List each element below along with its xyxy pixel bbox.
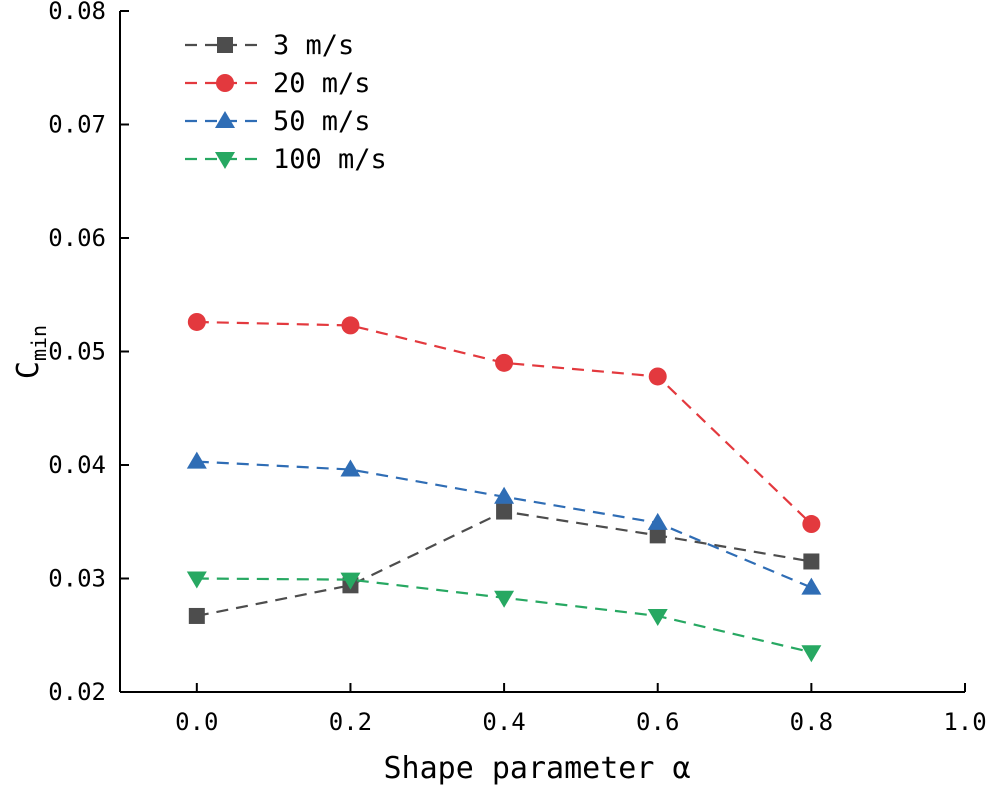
series-layer bbox=[186, 312, 822, 663]
data-point bbox=[647, 608, 668, 626]
y-axis-title-main: C bbox=[11, 361, 46, 379]
legend-item: 3 m/s bbox=[185, 30, 354, 61]
legend-label: 20 m/s bbox=[273, 68, 371, 99]
data-point bbox=[496, 503, 513, 520]
x-tick-label: 0.4 bbox=[482, 708, 525, 736]
y-tick-label: 0.05 bbox=[48, 338, 106, 366]
x-tick-label: 0.8 bbox=[790, 708, 833, 736]
data-point bbox=[186, 451, 207, 469]
legend-marker bbox=[217, 37, 233, 53]
x-tick-label: 0.2 bbox=[329, 708, 372, 736]
series-2 bbox=[186, 451, 822, 595]
series-line bbox=[196, 577, 812, 654]
legend-label: 3 m/s bbox=[273, 30, 354, 61]
data-point bbox=[340, 572, 361, 590]
data-point bbox=[649, 527, 666, 544]
legend-marker bbox=[215, 111, 235, 128]
series-line bbox=[196, 460, 812, 589]
data-point bbox=[801, 645, 822, 663]
series-3 bbox=[186, 571, 822, 663]
x-tick-label: 1.0 bbox=[943, 708, 986, 736]
data-point bbox=[188, 607, 205, 624]
legend-label: 50 m/s bbox=[273, 106, 371, 137]
y-tick-label: 0.08 bbox=[48, 0, 106, 25]
y-tick-label: 0.07 bbox=[48, 111, 106, 139]
y-axis-title: Cmin bbox=[11, 325, 51, 379]
x-axis-title: Shape parameter α bbox=[383, 751, 690, 786]
data-point bbox=[647, 512, 668, 530]
data-point bbox=[341, 316, 360, 335]
y-tick-label: 0.06 bbox=[48, 224, 106, 252]
y-tick-label: 0.02 bbox=[48, 678, 106, 706]
data-point bbox=[803, 553, 820, 570]
data-point bbox=[340, 459, 361, 477]
data-point bbox=[187, 312, 206, 331]
y-tick-label: 0.03 bbox=[48, 565, 106, 593]
data-point bbox=[495, 353, 514, 372]
data-point bbox=[802, 515, 821, 534]
legend-item: 20 m/s bbox=[185, 68, 371, 99]
legend-label: 100 m/s bbox=[273, 144, 387, 175]
y-axis-title-subscript: min bbox=[27, 325, 51, 361]
legend-item: 50 m/s bbox=[185, 106, 371, 137]
data-point bbox=[186, 571, 207, 589]
x-tick-label: 0.6 bbox=[636, 708, 679, 736]
legend: 3 m/s 20 m/s 50 m/s 100 m/s bbox=[185, 30, 387, 175]
series-1 bbox=[187, 312, 821, 534]
data-point bbox=[494, 590, 515, 608]
data-point bbox=[801, 577, 822, 595]
data-point bbox=[648, 367, 667, 386]
legend-marker bbox=[215, 152, 235, 169]
data-point bbox=[494, 486, 515, 504]
axes: 0.02 0.03 0.04 0.05 0.06 0.07 0.08 0.0 0.2 0.4 0.6… bbox=[48, 0, 986, 736]
x-tick-label: 0.0 bbox=[175, 708, 218, 736]
legend-marker bbox=[216, 74, 234, 92]
y-tick-label: 0.04 bbox=[48, 451, 106, 479]
legend-item: 100 m/s bbox=[185, 144, 387, 175]
